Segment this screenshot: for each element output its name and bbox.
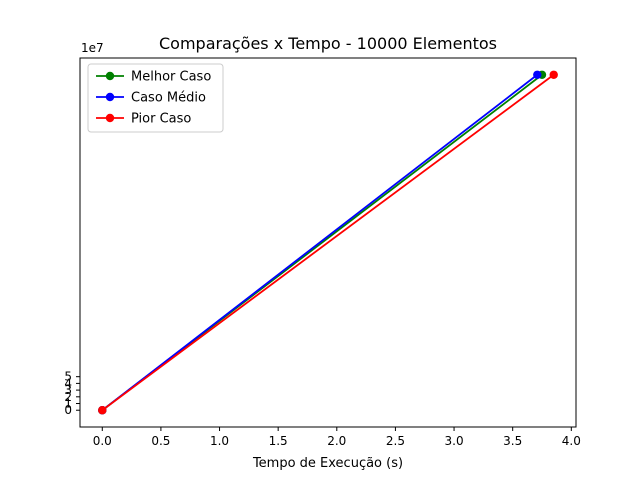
- x-tick-label: 0.5: [151, 434, 170, 448]
- legend-label: Melhor Caso: [131, 70, 211, 85]
- x-tick-label: 1.5: [269, 434, 288, 448]
- x-axis-label: Tempo de Execução (s): [252, 456, 403, 471]
- series-group: [98, 70, 558, 415]
- legend-box: [87, 63, 224, 133]
- series-2: [98, 70, 558, 415]
- legend-swatch-marker: [105, 113, 115, 123]
- x-tick-label: 0.0: [93, 434, 112, 448]
- y-tick-label: 4: [64, 376, 72, 390]
- y-tick-label: 1: [64, 397, 72, 411]
- data-point: [98, 406, 107, 415]
- legend-swatch-marker: [105, 71, 115, 81]
- legend-label: Pior Caso: [131, 112, 191, 127]
- plot-area-frame: [79, 57, 577, 428]
- y-tick-label: 2: [64, 390, 72, 404]
- legend: Melhor Caso Caso Médio Pior Caso: [87, 63, 224, 133]
- x-axis-ticks: 0.0 0.5 1.0 1.5 2.0 2.5 3.0 3.5 4.0: [93, 427, 581, 448]
- series-line: [101, 74, 555, 411]
- chart-title: Comparações x Tempo - 10000 Elementos: [159, 34, 497, 53]
- legend-label: Caso Médio: [131, 91, 206, 106]
- data-point: [533, 70, 542, 79]
- legend-item: Caso Médio: [96, 91, 206, 106]
- data-point: [549, 70, 558, 79]
- x-tick-label: 2.0: [327, 434, 346, 448]
- y-tick-label: 3: [64, 383, 72, 397]
- x-tick-label: 4.0: [562, 434, 581, 448]
- legend-swatch-marker: [105, 92, 115, 102]
- x-tick-label: 1.0: [210, 434, 229, 448]
- x-tick-label: 3.5: [503, 434, 522, 448]
- legend-item: Melhor Caso: [96, 70, 211, 85]
- y-tick-label: 5: [64, 370, 72, 384]
- x-tick-label: 3.0: [445, 434, 464, 448]
- legend-item: Pior Caso: [96, 112, 191, 127]
- series-line: [101, 74, 538, 411]
- x-tick-label: 2.5: [386, 434, 405, 448]
- y-tick-label: 0: [64, 403, 72, 417]
- y-axis-offset-label: 1e7: [81, 41, 104, 55]
